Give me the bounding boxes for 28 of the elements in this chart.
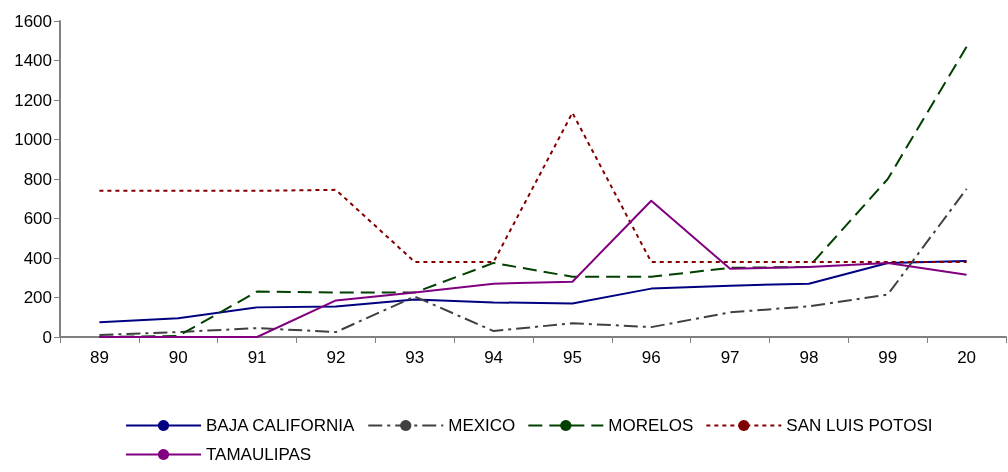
legend-label: TAMAULIPAS <box>206 445 312 464</box>
y-tick-label: 800 <box>23 169 52 189</box>
x-tick-label: 91 <box>247 348 267 367</box>
y-tick-label: 400 <box>23 248 52 268</box>
legend-label: SAN LUIS POTOSI <box>786 416 933 435</box>
x-tick-label: 99 <box>878 348 898 367</box>
y-tick-label: 200 <box>23 288 52 307</box>
y-tick-label: 1000 <box>14 130 52 149</box>
x-tick-label: 97 <box>720 348 740 367</box>
legend-label: BAJA CALIFORNIA <box>206 416 355 435</box>
x-tick-label: 92 <box>326 348 346 367</box>
y-tick-label: 1400 <box>14 51 52 70</box>
y-tick-label: 1600 <box>14 11 52 31</box>
x-tick-label: 93 <box>405 348 425 367</box>
x-tick-label: 20 <box>957 348 977 367</box>
y-tick-label: 1200 <box>14 90 52 110</box>
y-tick-label: 0 <box>42 327 52 347</box>
line-series <box>98 111 968 263</box>
x-tick-label: 90 <box>168 348 188 367</box>
legend-label: MORELOS <box>608 416 694 435</box>
x-tick-label: 96 <box>641 348 661 367</box>
x-tick-label: 95 <box>562 348 582 367</box>
legend-label: MEXICO <box>448 416 516 435</box>
x-tick-label: 98 <box>799 348 819 367</box>
x-tick-label: 94 <box>484 348 504 367</box>
y-tick-label: 600 <box>23 209 52 228</box>
x-tick-label: 89 <box>89 348 109 367</box>
line-series <box>98 259 968 324</box>
